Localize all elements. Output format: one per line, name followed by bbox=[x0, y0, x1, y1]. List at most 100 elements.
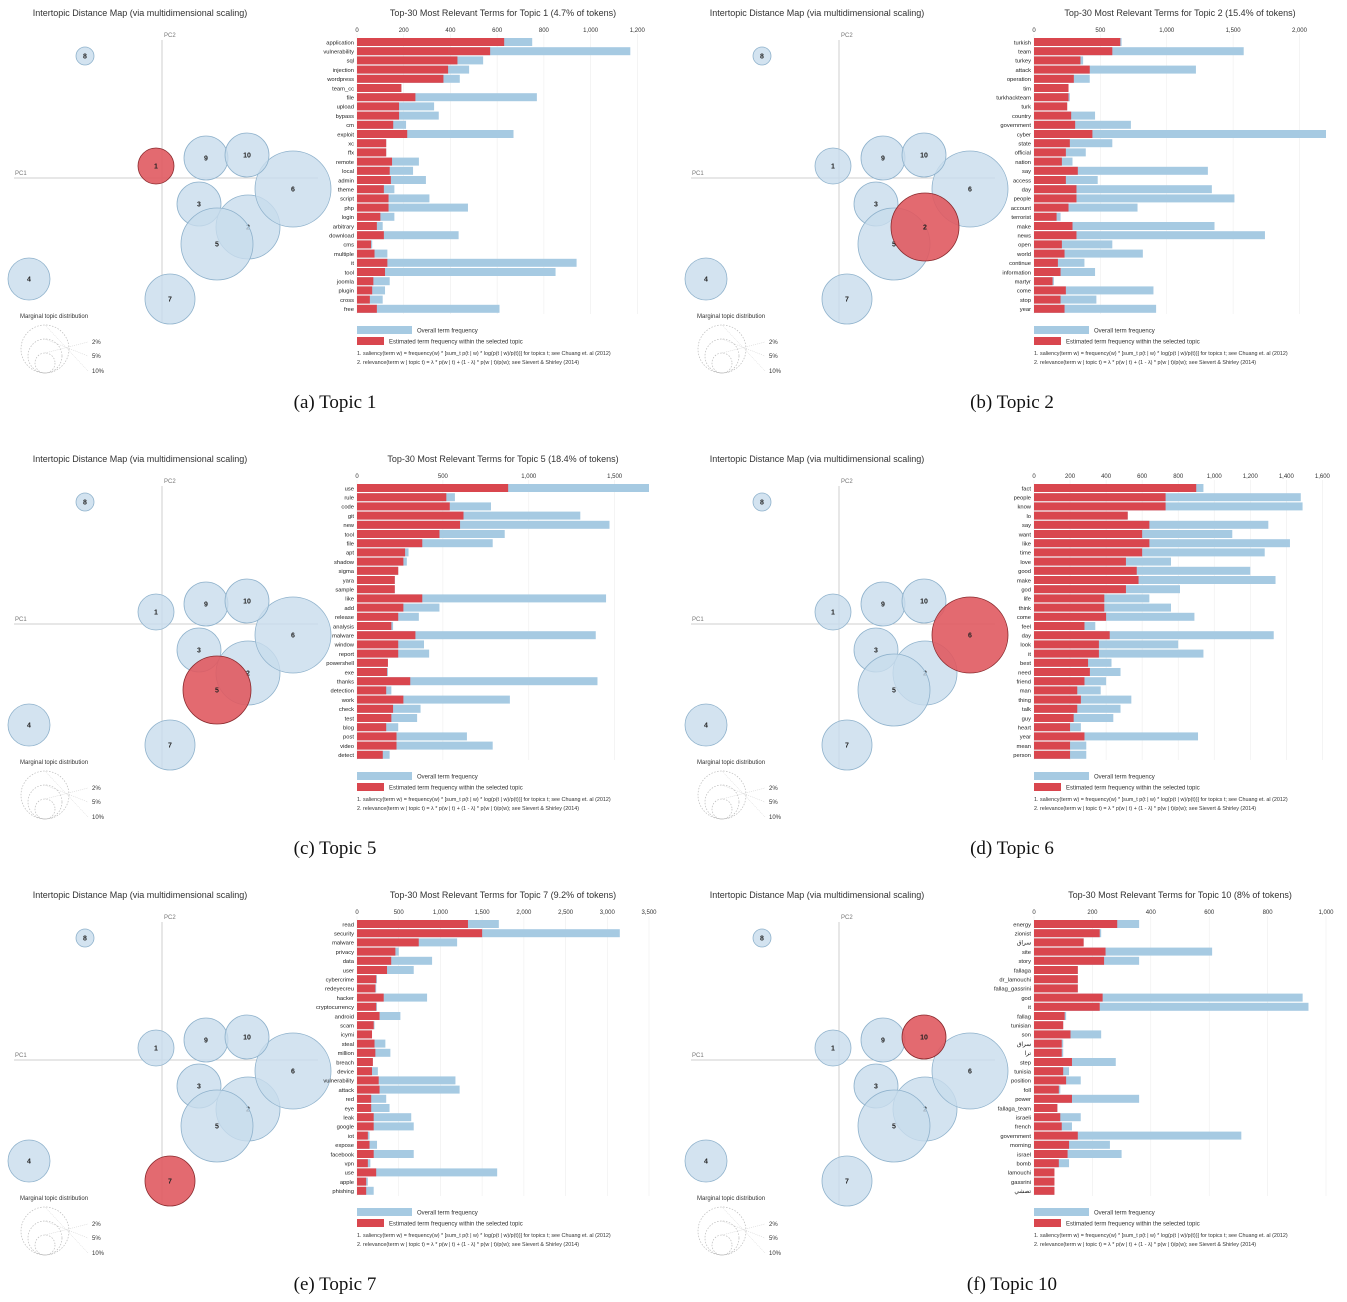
estimated-bar-powershell bbox=[357, 658, 388, 667]
x-tick-label: 400 bbox=[1101, 474, 1112, 480]
topic-bubble-7: 7 bbox=[144, 1155, 196, 1207]
overall-bar-step bbox=[1034, 1058, 1116, 1066]
estimated-bar-tool bbox=[357, 268, 386, 276]
topic-bubble-label: 3 bbox=[197, 648, 201, 655]
marginal-guide bbox=[44, 1220, 89, 1239]
term-label: scam bbox=[340, 1024, 354, 1030]
topic-bubble-circle bbox=[224, 578, 270, 624]
estimated-bar-god bbox=[1034, 993, 1103, 1002]
term-label: application bbox=[326, 40, 354, 46]
overall-bar-world bbox=[1034, 249, 1143, 258]
marginal-guide bbox=[721, 324, 766, 372]
pc1-label: PC1 bbox=[692, 171, 704, 177]
term-label: people bbox=[1014, 197, 1031, 203]
estimated-bar-day bbox=[1034, 185, 1077, 194]
estimated-bar-best bbox=[1034, 658, 1089, 667]
overall-bar-information bbox=[1034, 268, 1096, 276]
marginal-guide bbox=[44, 1206, 89, 1254]
topic-bubble-label: 1 bbox=[154, 610, 158, 617]
legend-overall-label: Overall term frequency bbox=[1094, 1211, 1155, 1217]
term-label: window bbox=[334, 643, 355, 649]
topic-bubble-5: 5 bbox=[857, 653, 931, 727]
legend-overall-swatch bbox=[357, 326, 412, 334]
estimated-bar-site bbox=[1034, 947, 1106, 956]
estimated-bar-theme bbox=[357, 185, 384, 194]
estimated-bar-report bbox=[357, 649, 399, 658]
topic-bubble-circle bbox=[752, 492, 772, 512]
topic-bubble-8: 8 bbox=[752, 46, 772, 66]
estimated-bar-million bbox=[357, 1048, 376, 1057]
overall-bar-team bbox=[1034, 47, 1244, 56]
map-title: Intertopic Distance Map (via multidimens… bbox=[33, 890, 248, 900]
bar-chart-title: Top-30 Most Relevant Terms for Topic 5 (… bbox=[387, 454, 618, 464]
estimated-bar-information bbox=[1034, 268, 1061, 276]
estimated-bar-ﺳﺮاق bbox=[1034, 1039, 1062, 1048]
marginal-level-label: 10% bbox=[92, 1251, 105, 1257]
panel-topic-10: Intertopic Distance Map (via multidimens… bbox=[677, 882, 1347, 1302]
topic-bubble-label: 10 bbox=[920, 599, 928, 606]
marginal-level-label: 5% bbox=[769, 1236, 778, 1242]
term-label: talk bbox=[1022, 707, 1031, 713]
estimated-bar-tool bbox=[357, 530, 440, 538]
term-label: plugin bbox=[339, 289, 354, 295]
term-label: eye bbox=[345, 1106, 354, 1112]
topic-bubble-label: 4 bbox=[704, 723, 708, 730]
term-label: local bbox=[342, 169, 354, 175]
term-label: file bbox=[347, 542, 354, 548]
term-label: gassrini bbox=[1011, 1180, 1031, 1186]
term-label: lo bbox=[1026, 514, 1031, 520]
overall-bar-file bbox=[357, 539, 493, 548]
topic-bubble-6: 6 bbox=[931, 1032, 1009, 1110]
marginal-title: Marginal topic distribution bbox=[697, 760, 765, 766]
overall-bar-government bbox=[1034, 1131, 1242, 1140]
estimated-bar-dr_lamouchi bbox=[1034, 975, 1078, 984]
term-label: sql bbox=[347, 59, 354, 65]
pc1-label: PC1 bbox=[15, 1053, 27, 1059]
term-label: joomla bbox=[336, 280, 355, 286]
estimated-bar-country bbox=[1034, 111, 1072, 120]
ldavis-chart: Intertopic Distance Map (via multidimens… bbox=[684, 890, 1334, 1257]
estimated-bar-fact bbox=[1034, 484, 1197, 492]
estimated-bar-need bbox=[1034, 668, 1090, 676]
overall-bar-google bbox=[357, 1122, 414, 1131]
topic-bubble-circle bbox=[931, 1032, 1009, 1110]
estimated-bar-scam bbox=[357, 1021, 374, 1030]
term-label: cryptocurrency bbox=[316, 1005, 354, 1011]
overall-bar-free bbox=[357, 304, 500, 313]
estimated-bar-file bbox=[357, 539, 423, 548]
estimated-bar-make bbox=[1034, 576, 1139, 584]
topic-bubble-label: 9 bbox=[204, 1038, 208, 1045]
overall-bar-red bbox=[357, 1094, 387, 1103]
marginal-circle bbox=[704, 784, 740, 820]
footnote-saliency: 1. saliency(term w) = frequency(w) * [su… bbox=[1034, 351, 1288, 357]
topic-bubble-label: 9 bbox=[881, 602, 885, 609]
overall-bar-thanks bbox=[357, 677, 598, 686]
topic-bubble-5: 5 bbox=[180, 207, 254, 281]
term-label: million bbox=[338, 1051, 354, 1057]
term-label: test bbox=[345, 716, 355, 722]
legend-overall-swatch bbox=[1034, 326, 1089, 334]
marginal-circle bbox=[704, 1220, 740, 1256]
overall-bar-tool bbox=[357, 268, 556, 276]
estimated-bar-check bbox=[357, 704, 394, 713]
term-label: turkey bbox=[1015, 59, 1031, 65]
estimated-bar-love bbox=[1034, 557, 1126, 566]
term-label: story bbox=[1018, 959, 1031, 965]
term-label: use bbox=[345, 486, 354, 492]
estimated-bar-admin bbox=[357, 176, 391, 184]
estimated-bar-use bbox=[357, 484, 509, 492]
estimated-bar-it bbox=[1034, 649, 1099, 658]
term-label: state bbox=[1018, 142, 1031, 148]
topic-bubble-circle bbox=[7, 1139, 51, 1183]
term-label: apple bbox=[340, 1180, 354, 1186]
term-label: vulnerability bbox=[323, 50, 354, 56]
topic-bubble-circle bbox=[224, 1014, 270, 1060]
estimated-bar-government bbox=[1034, 1131, 1078, 1140]
estimated-bar-step bbox=[1034, 1058, 1072, 1066]
estimated-bar-operation bbox=[1034, 74, 1074, 83]
marginal-level-label: 10% bbox=[769, 1251, 782, 1257]
term-label: privacy bbox=[336, 950, 354, 956]
estimated-bar-friend bbox=[1034, 677, 1085, 686]
estimated-bar-upload bbox=[357, 102, 400, 111]
marginal-title: Marginal topic distribution bbox=[697, 1196, 765, 1202]
